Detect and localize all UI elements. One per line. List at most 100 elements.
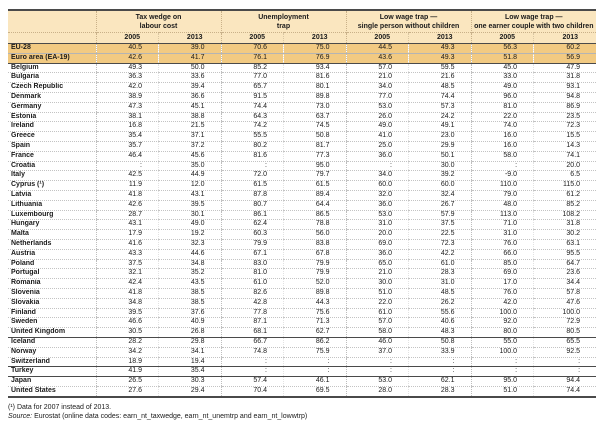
value-cell: 57.9 [408,210,472,221]
value-cell: 93.4 [283,63,346,74]
table-row: Romania 42.4 43.5 61.0 52.0 30.0 31.0 17.0 34.4 [8,278,597,289]
value-cell: 80.5 [533,327,597,338]
value-cell: 86.5 [283,210,346,221]
value-cell: 35.4 [158,366,221,378]
value-cell: 31.8 [533,72,597,84]
table-row: Latvia 41.8 43.1 87.8 89.4 32.0 32.4 79.0 61.2 [8,190,597,201]
value-cell: 16.8 [95,121,159,133]
value-cell: 34.8 [158,259,221,270]
country-label: Poland [8,259,96,270]
value-cell: 77.0 [220,72,284,84]
value-cell: 22.0 [470,112,534,123]
value-cell: 77.3 [283,151,346,162]
value-cell: 15.5 [533,131,597,142]
value-cell: 65.0 [345,259,409,270]
value-cell: 30.0 [345,278,409,289]
table-row: Japan 26.5 30.3 57.4 46.1 53.0 62.1 95.0 94.4 [8,376,597,387]
value-cell: 42.6 [95,200,159,211]
value-cell: 95.0 [283,161,346,172]
value-cell: 72.9 [533,317,597,329]
value-cell: 85.2 [533,200,597,211]
value-cell: 26.2 [408,298,472,309]
value-cell: 21.0 [345,72,409,84]
country-label: Netherlands [8,239,96,250]
value-cell: 65.7 [220,82,284,93]
value-cell: 55.6 [408,308,472,319]
value-cell: 43.1 [158,190,221,201]
value-cell: 26.5 [95,376,159,387]
value-cell: 71.0 [470,219,534,231]
value-cell: 50.8 [408,337,472,348]
value-cell: 37.6 [158,308,221,319]
value-cell: 81.7 [283,141,346,152]
value-cell: 70.6 [220,43,284,54]
table-row: United Kingdom 30.5 26.8 68.1 62.7 58.0 48.3 80… [8,327,597,338]
value-cell: 29.8 [158,337,221,348]
value-cell: 36.6 [158,92,221,103]
year-header-row: 2005 2013 2005 2013 2005 2013 2005 2013 [8,32,597,44]
value-cell: : [533,357,597,368]
value-cell: : [283,357,346,368]
value-cell: 75.0 [283,43,346,54]
value-cell: 30.3 [158,376,221,387]
value-cell: 77.8 [220,308,284,319]
value-cell: 50.0 [158,63,221,74]
value-cell: 31.0 [408,278,472,289]
value-cell: 51.0 [345,288,409,299]
value-cell: 38.8 [158,112,221,123]
country-label: United States [8,386,96,398]
value-cell: 31.0 [345,219,409,231]
value-cell: 80.0 [470,327,534,338]
value-cell: 57.3 [408,102,472,113]
group-title-line2: trap [276,23,291,30]
value-cell: 115.0 [533,180,597,191]
table-row: Poland 37.5 34.8 83.0 79.9 65.0 61.0 85.0 64.7 [8,259,597,270]
table-row: Netherlands 41.6 32.3 79.9 83.8 69.0 72.3 76.0 6… [8,239,597,250]
value-cell: 32.1 [95,268,159,280]
value-cell: 63.7 [283,112,346,123]
value-cell: 94.8 [533,92,597,103]
value-cell: : [533,366,597,378]
table-row: Norway 34.2 34.1 74.8 75.9 37.0 33.9 100.0 92.5 [8,347,597,358]
value-cell: 44.6 [158,249,221,260]
country-label: Norway [8,347,96,358]
value-cell: 74.4 [220,102,284,113]
table-row: Ireland 16.8 21.5 74.2 74.5 49.0 49.1 74.0 72.3 [8,121,597,133]
year-header: 2013 [408,32,472,44]
value-cell: 48.3 [408,327,472,338]
value-cell: 29.4 [158,386,221,398]
value-cell: 17.0 [470,278,534,289]
country-label: Hungary [8,219,96,231]
value-cell: 53.0 [345,376,409,387]
table-row: Bulgaria 36.3 33.6 77.0 81.6 21.0 21.6 33.0 31.8 [8,72,597,84]
country-column-header [8,32,96,44]
value-cell: 74.0 [470,121,534,133]
value-cell: 69.0 [470,268,534,280]
value-cell: 79.0 [470,190,534,201]
value-cell: 19.2 [158,229,221,240]
year-header: 2005 [470,32,534,44]
value-cell: 100.0 [470,347,534,358]
value-cell: 28.2 [95,337,159,348]
value-cell: 62.7 [283,327,346,338]
table-row: Estonia 38.1 38.8 64.3 63.7 26.0 24.2 22.0 23.5 [8,112,597,123]
value-cell: 50.1 [408,151,472,162]
value-cell: 79.9 [220,239,284,250]
value-cell: 36.0 [345,151,409,162]
value-cell: 61.2 [533,190,597,201]
value-cell: 59.5 [408,63,472,74]
value-cell: 28.3 [408,268,472,280]
value-cell: 42.6 [95,53,159,64]
value-cell: 78.8 [283,219,346,231]
value-cell: 43.6 [345,53,409,64]
value-cell: 41.8 [95,288,159,299]
value-cell: 37.1 [158,131,221,142]
value-cell: 58.0 [345,327,409,338]
value-cell: : [345,366,409,378]
value-cell: 30.1 [158,210,221,221]
value-cell: 23.5 [533,112,597,123]
year-header: 2005 [345,32,409,44]
value-cell: 79.9 [283,268,346,280]
value-cell: 39.4 [158,82,221,93]
value-cell: 28.7 [95,210,159,221]
